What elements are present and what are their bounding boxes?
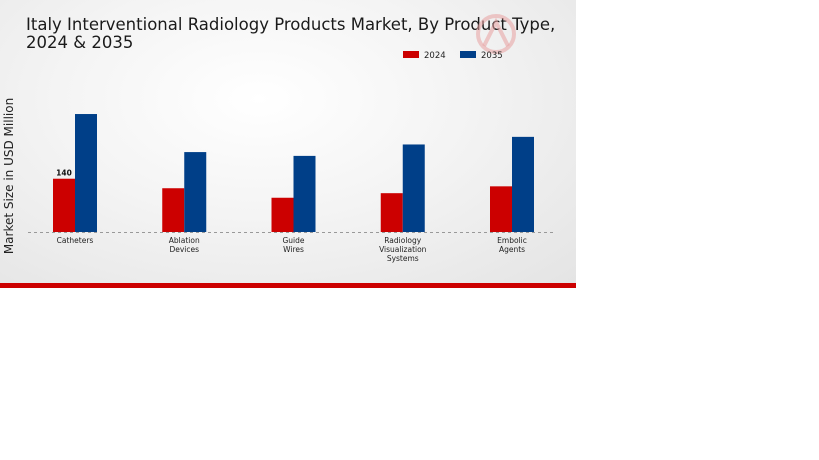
legend: 2024 2035 [403, 51, 503, 61]
y-axis-label: Market Size in USD Million [2, 98, 16, 254]
data-labels: 140 [56, 169, 72, 178]
bar-2035-4 [512, 136, 534, 232]
x-tick-label-2: Guide Wires [282, 236, 304, 254]
data-label-0: 140 [56, 169, 72, 178]
x-tick-label-1: Ablation Devices [169, 236, 200, 254]
legend-label-2035: 2035 [481, 51, 503, 61]
bar-2035-2 [293, 155, 316, 232]
bar-2035-3 [402, 144, 425, 232]
bar-2024-0 [53, 178, 75, 232]
bar-2024-1 [162, 188, 185, 232]
legend-swatch-2035 [460, 51, 476, 58]
watermark-logo-icon [476, 14, 516, 54]
footer-accent-bar [0, 283, 576, 288]
bar-2035-0 [75, 114, 97, 232]
legend-swatch-2024 [403, 51, 419, 58]
bars [53, 114, 534, 232]
bar-2035-1 [184, 152, 207, 232]
bar-2024-3 [380, 193, 403, 232]
legend-label-2024: 2024 [424, 51, 446, 61]
x-tick-label-3: Radiology Visualization Systems [379, 236, 427, 263]
x-axis-ticks: Catheters Ablation Devices Guide Wires Radiol… [57, 236, 527, 263]
chart-panel: Italy Interventional Radiology Products … [0, 0, 576, 283]
chart-title: Italy Interventional Radiology Products … [26, 15, 556, 52]
bar-2024-2 [271, 197, 294, 232]
bar-2024-4 [490, 186, 512, 232]
bar-chart: Market Size in USD Million 2024 2035 140 … [2, 51, 556, 263]
x-tick-label-0: Catheters [57, 236, 94, 245]
x-tick-label-4: Embolic Agents [497, 236, 527, 254]
